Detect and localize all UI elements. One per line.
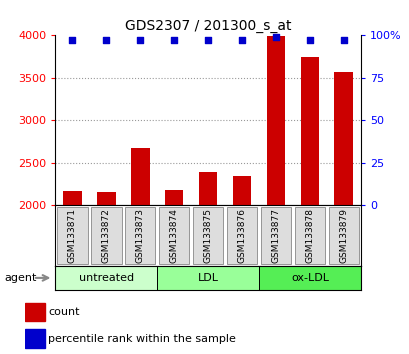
Text: GSM133873: GSM133873 bbox=[135, 208, 144, 263]
FancyBboxPatch shape bbox=[158, 206, 189, 264]
Text: untreated: untreated bbox=[79, 273, 133, 283]
Point bbox=[103, 38, 109, 43]
Bar bbox=[334, 72, 352, 354]
Bar bbox=[130, 148, 149, 354]
Bar bbox=[63, 191, 81, 354]
FancyBboxPatch shape bbox=[55, 266, 157, 290]
Bar bbox=[300, 57, 319, 354]
Point bbox=[238, 38, 245, 43]
FancyBboxPatch shape bbox=[258, 266, 360, 290]
Bar bbox=[97, 192, 115, 354]
Bar bbox=[232, 176, 251, 354]
Bar bbox=[198, 172, 217, 354]
FancyBboxPatch shape bbox=[91, 206, 121, 264]
Text: LDL: LDL bbox=[197, 273, 218, 283]
Text: percentile rank within the sample: percentile rank within the sample bbox=[48, 334, 236, 344]
Text: GSM133875: GSM133875 bbox=[203, 208, 212, 263]
Point bbox=[137, 38, 143, 43]
Text: GSM133874: GSM133874 bbox=[169, 208, 178, 263]
Bar bbox=[266, 36, 285, 354]
Bar bbox=[25, 329, 45, 348]
Text: agent: agent bbox=[4, 273, 36, 283]
Point bbox=[204, 38, 211, 43]
Text: GSM133871: GSM133871 bbox=[67, 208, 76, 263]
Point bbox=[340, 38, 346, 43]
FancyBboxPatch shape bbox=[192, 206, 223, 264]
Text: GSM133877: GSM133877 bbox=[271, 208, 280, 263]
FancyBboxPatch shape bbox=[125, 206, 155, 264]
FancyBboxPatch shape bbox=[57, 206, 88, 264]
Text: count: count bbox=[48, 307, 80, 317]
FancyBboxPatch shape bbox=[157, 266, 258, 290]
FancyBboxPatch shape bbox=[260, 206, 290, 264]
FancyBboxPatch shape bbox=[294, 206, 324, 264]
Bar bbox=[25, 303, 45, 321]
Point bbox=[171, 38, 177, 43]
Text: ox-LDL: ox-LDL bbox=[290, 273, 328, 283]
FancyBboxPatch shape bbox=[226, 206, 257, 264]
Text: GSM133876: GSM133876 bbox=[237, 208, 246, 263]
Text: GSM133878: GSM133878 bbox=[305, 208, 314, 263]
Point bbox=[69, 38, 75, 43]
FancyBboxPatch shape bbox=[328, 206, 358, 264]
Point bbox=[272, 34, 279, 40]
Bar bbox=[164, 190, 183, 354]
Text: GSM133872: GSM133872 bbox=[101, 208, 110, 263]
Text: GSM133879: GSM133879 bbox=[339, 208, 348, 263]
Title: GDS2307 / 201300_s_at: GDS2307 / 201300_s_at bbox=[124, 19, 291, 33]
Point bbox=[306, 38, 312, 43]
